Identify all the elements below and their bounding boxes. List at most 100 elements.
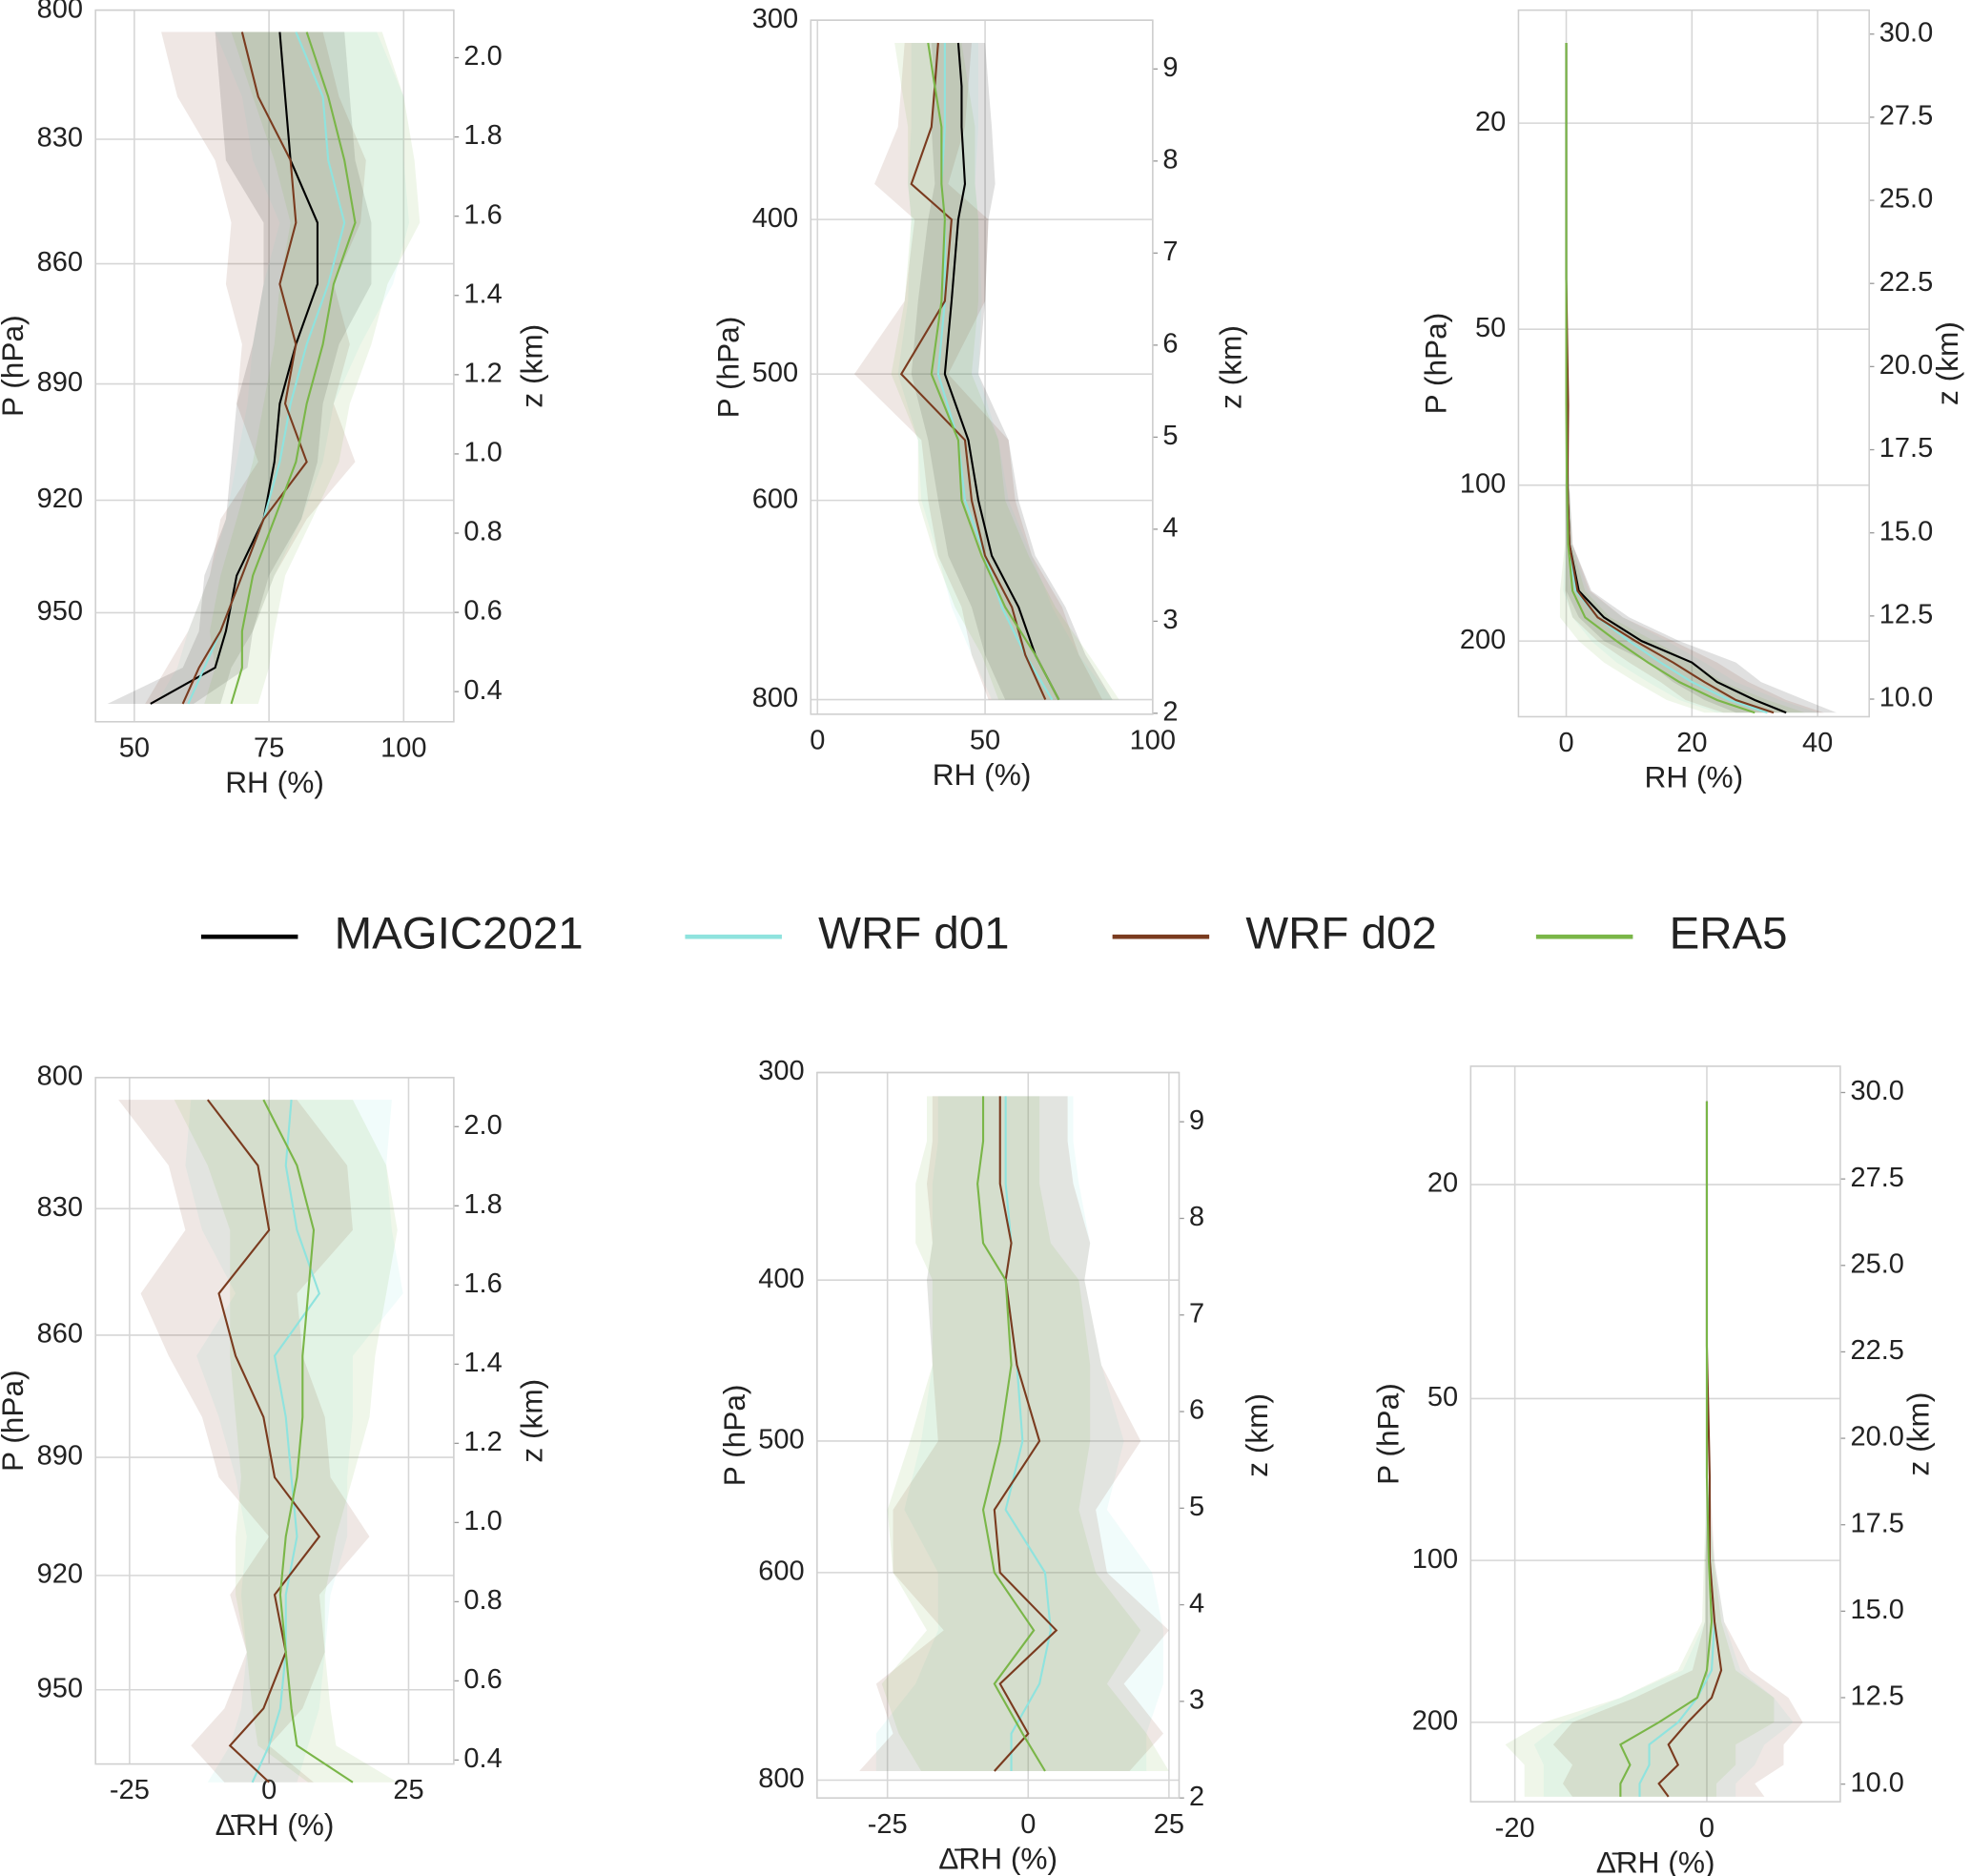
y2-tick-label: 22.5 <box>1850 1335 1903 1366</box>
x-axis-label: RH (%) <box>1645 760 1744 794</box>
x-axis-label: Δ̄RH (%) <box>216 1807 335 1842</box>
y-axis-label: P (hPa) <box>0 1370 30 1472</box>
profile-line <box>181 31 308 705</box>
profile-line <box>1565 43 1787 714</box>
y2-tick-label: 7 <box>1162 237 1178 267</box>
y2-tick-label: 4 <box>1162 513 1178 544</box>
y2-tick-label: 2.0 <box>463 41 502 72</box>
y-tick-label: 920 <box>37 484 83 514</box>
profile-line <box>251 1100 321 1783</box>
x-tick-label: 100 <box>380 732 426 763</box>
plot-frame <box>94 9 455 723</box>
y2-tick-label: 6 <box>1189 1395 1204 1426</box>
x-axis-label: RH (%) <box>225 765 324 799</box>
spread-band <box>174 1100 398 1783</box>
y2-tick-label: 0.8 <box>463 1585 502 1616</box>
spread-band <box>155 31 409 704</box>
profile-line <box>943 42 1060 701</box>
profile-line <box>1004 1096 1052 1771</box>
y2-axis-label: z (km) <box>1240 1393 1274 1477</box>
y2-tick-label: 1.2 <box>463 358 502 388</box>
x-tick-label: 25 <box>1154 1809 1184 1840</box>
panel: 20 50 100 200 0 20 40 10.0 12.5 15.0 17.5 20.0 22.5 2… <box>1418 9 1964 794</box>
spread-band <box>107 31 372 704</box>
y2-tick-label: 5 <box>1162 421 1178 451</box>
y-tick-label: 100 <box>1460 468 1506 499</box>
plot-frame <box>1469 1065 1841 1803</box>
y2-tick-label: 1.4 <box>463 1348 502 1378</box>
x-tick-label: 75 <box>254 732 284 763</box>
profile-line <box>230 31 357 705</box>
y2-tick-label: 7 <box>1189 1298 1204 1329</box>
spread-band <box>1533 1101 1794 1797</box>
spread-band <box>875 1096 1163 1771</box>
y-tick-label: 400 <box>758 1264 804 1294</box>
panel: 800 830 860 890 920 950 -25 0 25 0.4 0.6 0.8 1.0 1.2 1… <box>0 1061 549 1841</box>
spread-band <box>1559 43 1805 713</box>
x-tick-label: 50 <box>119 732 150 763</box>
x-tick-label: -25 <box>110 1775 150 1805</box>
x-tick-label: 100 <box>1130 726 1176 756</box>
x-tick-label: 0 <box>261 1775 277 1805</box>
spread-band <box>853 43 1103 700</box>
profile-line <box>927 42 1060 701</box>
y2-tick-label: 15.0 <box>1879 516 1933 546</box>
x-tick-label: 40 <box>1802 728 1833 758</box>
y-tick-label: 600 <box>752 484 798 514</box>
y2-tick-label: 8 <box>1189 1202 1204 1232</box>
y2-tick-label: 0.6 <box>463 596 502 627</box>
spread-band <box>118 1100 370 1783</box>
y2-tick-label: 1.2 <box>463 1427 502 1457</box>
spread-band <box>891 43 1119 700</box>
panel: 300 400 500 600 800 -25 0 252 3 4 5 6 7 8 9 Δ̄RH (%) P (… <box>717 1056 1274 1875</box>
spread-band <box>185 1100 403 1783</box>
y-tick-label: 20 <box>1427 1168 1458 1199</box>
y-axis-label: P (hPa) <box>710 317 745 419</box>
y-tick-label: 800 <box>758 1763 804 1794</box>
y-tick-label: 20 <box>1475 107 1506 137</box>
y2-tick-label: 1.0 <box>463 438 502 468</box>
x-tick-label: 0 <box>1558 728 1573 758</box>
y2-tick-label: 22.5 <box>1879 267 1933 298</box>
x-tick-label: 50 <box>970 726 1000 756</box>
y-tick-label: 300 <box>758 1056 804 1086</box>
spread-band <box>1552 1101 1803 1797</box>
y2-axis-label: z (km) <box>1901 1392 1936 1476</box>
spread-band <box>881 1096 1169 1771</box>
y2-tick-label: 2.0 <box>463 1110 502 1141</box>
y-tick-label: 920 <box>37 1559 83 1590</box>
panel: 20 50 100 200 -20 0 10.0 12.5 15.0 17.5 20.0 22.5 25… <box>1370 1065 1936 1876</box>
y2-tick-label: 0.6 <box>463 1664 502 1695</box>
y2-tick-label: 17.5 <box>1879 433 1933 464</box>
profile-line <box>1565 43 1755 714</box>
y2-tick-label: 0.4 <box>463 675 502 706</box>
spread-band <box>859 1096 1169 1771</box>
y2-tick-label: 17.5 <box>1850 1508 1903 1538</box>
y2-tick-label: 1.6 <box>463 199 502 230</box>
y2-tick-label: 8 <box>1162 144 1178 175</box>
x-axis-label: Δ̄RH (%) <box>1596 1845 1715 1876</box>
plot-frame <box>810 19 1154 715</box>
legend-label: WRF d02 <box>1245 909 1436 959</box>
spread-band <box>897 43 1113 700</box>
y2-tick-label: 27.5 <box>1850 1163 1903 1193</box>
x-axis-label: RH (%) <box>933 757 1032 792</box>
x-axis-label: Δ̄RH (%) <box>938 1841 1057 1875</box>
profile-line <box>993 1096 1058 1772</box>
x-tick-label: 20 <box>1676 728 1707 758</box>
y2-axis-label: z (km) <box>1214 325 1248 409</box>
y-tick-label: 890 <box>37 1441 83 1472</box>
y-tick-label: 800 <box>37 0 83 24</box>
y2-tick-label: 9 <box>1162 52 1178 83</box>
y-tick-label: 200 <box>1460 625 1506 655</box>
y-tick-label: 100 <box>1412 1544 1458 1575</box>
profile-line <box>976 1096 1046 1772</box>
y2-axis-label: z (km) <box>1930 321 1964 405</box>
x-tick-label: 0 <box>1699 1813 1714 1844</box>
legend-label: ERA5 <box>1670 909 1788 959</box>
x-tick-label: -20 <box>1495 1813 1535 1844</box>
y-tick-label: 600 <box>758 1556 804 1587</box>
y2-tick-label: 3 <box>1189 1685 1204 1716</box>
